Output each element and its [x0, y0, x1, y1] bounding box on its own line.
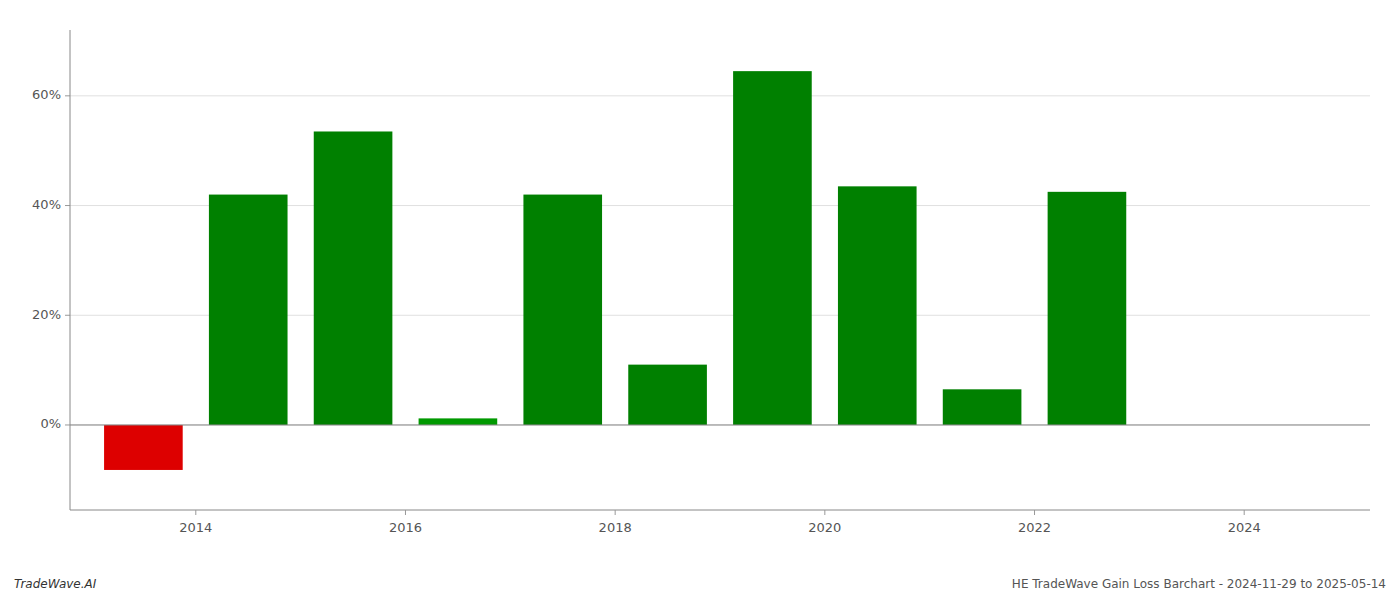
x-tick — [405, 510, 406, 515]
y-tick — [65, 95, 70, 96]
bar — [523, 195, 602, 425]
x-axis-line — [70, 510, 1370, 511]
chart-svg: 0% 20% 40% 60% 2014 2016 2018 2020 2022 2024 Trade… — [0, 0, 1400, 600]
x-tick — [615, 510, 616, 515]
x-tick — [195, 510, 196, 515]
grid-line — [70, 424, 1370, 425]
y-tick-label: 20% — [32, 307, 61, 322]
y-grid — [70, 96, 1370, 425]
x-tick-label: 2020 — [808, 520, 841, 535]
bar — [314, 131, 393, 424]
bar — [943, 389, 1022, 425]
y-tick-label: 60% — [32, 87, 61, 102]
y-tick — [65, 424, 70, 425]
y-tick-label: 0% — [40, 416, 61, 431]
y-tick — [65, 315, 70, 316]
x-tick-label: 2016 — [389, 520, 422, 535]
bars — [104, 71, 1126, 470]
x-tick — [1244, 510, 1245, 515]
bar — [419, 418, 498, 425]
x-tick-label: 2024 — [1228, 520, 1261, 535]
y-tick-labels: 0% 20% 40% 60% — [32, 87, 70, 431]
x-tick-label: 2022 — [1018, 520, 1051, 535]
bar — [1048, 192, 1127, 425]
footer-left: TradeWave.AI — [14, 577, 97, 591]
x-tick — [824, 510, 825, 515]
x-tick-label: 2014 — [179, 520, 212, 535]
x-tick-labels: 2014 2016 2018 2020 2022 2024 — [179, 510, 1260, 535]
chart-container: 0% 20% 40% 60% 2014 2016 2018 2020 2022 2024 Trade… — [0, 0, 1400, 600]
y-tick-label: 40% — [32, 197, 61, 212]
grid-line — [70, 95, 1370, 96]
bar — [733, 71, 812, 425]
x-tick — [1034, 510, 1035, 515]
bar — [104, 425, 183, 470]
x-tick-label: 2018 — [599, 520, 632, 535]
bar — [628, 365, 707, 425]
footer-right: HE TradeWave Gain Loss Barchart - 2024-1… — [1012, 577, 1386, 591]
bar — [209, 195, 288, 425]
y-axis-line — [70, 30, 71, 510]
bar — [838, 186, 917, 425]
y-tick — [65, 205, 70, 206]
zero-line — [70, 424, 1370, 425]
